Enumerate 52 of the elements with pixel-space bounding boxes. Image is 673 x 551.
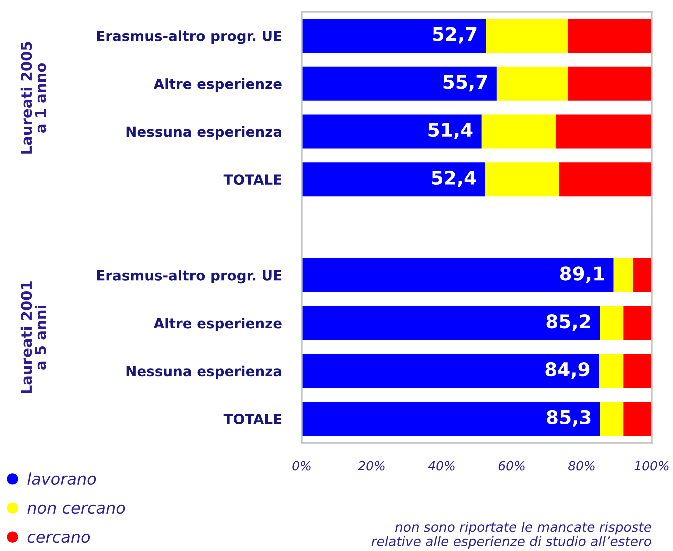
- data-label: 52,7: [433, 27, 477, 44]
- y-tick-label: Nessuna esperienza: [126, 366, 282, 380]
- bar: [485, 162, 560, 197]
- bar: [302, 258, 614, 292]
- y-tick-label: Altre esperienze: [154, 78, 282, 92]
- text: Laureati 2005 a 1 anno: [20, 42, 46, 154]
- data-label: 84,9: [546, 362, 590, 380]
- legend-label: lavorano: [28, 472, 96, 486]
- bar: [496, 66, 568, 101]
- legend-label: non cercano: [28, 504, 126, 514]
- bar: [633, 258, 652, 292]
- bar: [599, 354, 624, 388]
- y-tick-label: Erasmus-altro progr. UE: [97, 270, 282, 284]
- bar: [302, 18, 486, 53]
- bar: [624, 306, 652, 340]
- bar: [302, 162, 486, 197]
- bar: [302, 354, 600, 388]
- text: Laureati 2001 a 5 anni: [20, 282, 46, 394]
- data-label: 51,4: [428, 123, 473, 140]
- data-label: 85,2: [546, 314, 590, 332]
- bar: [624, 354, 652, 388]
- data-label: 89,1: [560, 266, 604, 284]
- bar: [568, 66, 652, 101]
- bar: [486, 18, 568, 53]
- bar: [568, 18, 652, 53]
- bar: [600, 306, 624, 340]
- y-tick-label: TOTALE: [224, 174, 282, 186]
- text: non sono riportate le mancate risposte relative alle esperienze di studio all’estero: [372, 522, 652, 549]
- y-tick-label: Altre esperienze: [154, 318, 282, 332]
- y-tick-label: Nessuna esperienza: [126, 126, 282, 140]
- bar: [600, 402, 624, 436]
- y-tick-label: Erasmus-altro progr. UE: [97, 30, 282, 44]
- bar: [302, 114, 482, 149]
- x-tick-label: 0%: [292, 461, 311, 471]
- y-tick-label: TOTALE: [224, 414, 282, 425]
- legend-label: cercano: [28, 534, 90, 544]
- x-tick-label: 40%: [428, 461, 455, 471]
- x-tick-label: 20%: [358, 461, 385, 471]
- bar: [614, 258, 634, 292]
- x-tick-label: 100%: [634, 461, 669, 471]
- bar: [482, 114, 556, 149]
- bar: [302, 66, 497, 101]
- data-label: 52,4: [432, 170, 476, 188]
- bar: [624, 402, 652, 436]
- bar: [556, 114, 652, 149]
- data-label: 85,3: [547, 410, 591, 427]
- bar: [559, 162, 652, 197]
- data-label: 55,7: [444, 75, 488, 92]
- x-tick-label: 60%: [498, 461, 525, 471]
- bar: [302, 306, 600, 340]
- bar: [302, 402, 601, 436]
- x-tick-label: 80%: [568, 461, 595, 471]
